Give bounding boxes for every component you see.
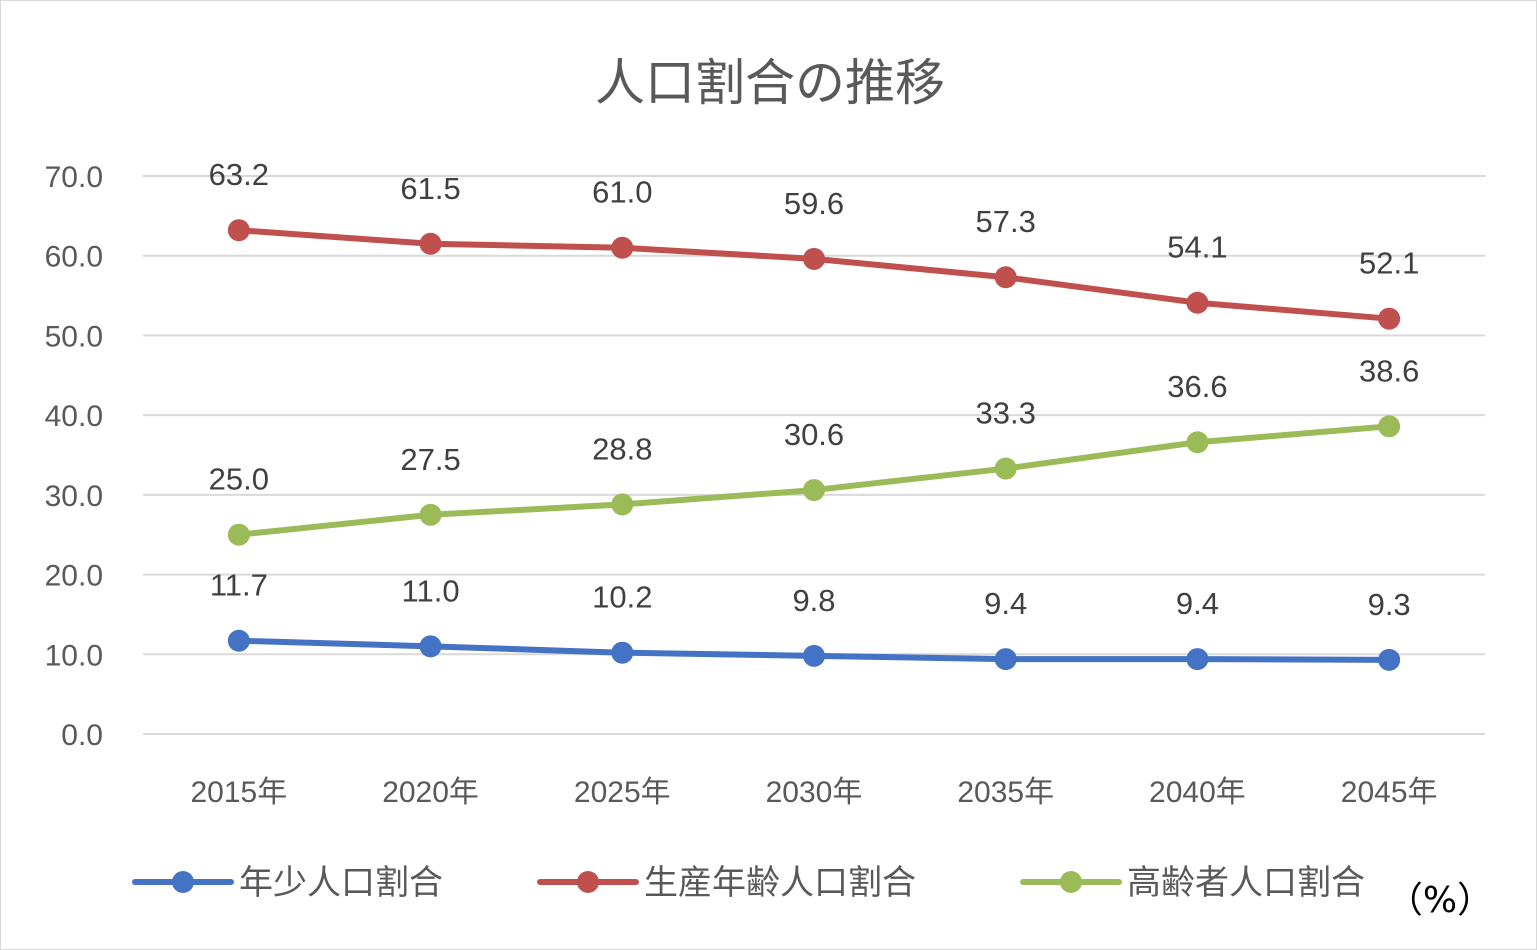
- data-point: [994, 266, 1017, 289]
- x-axis-ticks: 2015年 2020年 2025年 2030年 2035年 2040年 2045年: [190, 776, 1437, 809]
- data-point: [803, 644, 825, 667]
- x-tick-label: 2025年: [574, 776, 671, 809]
- data-point: [611, 493, 634, 516]
- legend-item: 年少人口割合: [132, 863, 443, 903]
- data-label: 9.4: [1176, 586, 1219, 621]
- data-label: 33.3: [976, 396, 1036, 431]
- data-point: [227, 219, 250, 242]
- legend-marker: [1060, 871, 1082, 893]
- data-point: [803, 247, 825, 270]
- data-labels: 11.7 11.0 10.2 9.8 9.4 9.4 9.3 63.2 61.5 61.0 59.6…: [209, 157, 1420, 622]
- data-point: [1186, 291, 1209, 314]
- chart-title: 人口割合の推移: [595, 54, 945, 112]
- series-2: [227, 219, 1401, 330]
- data-label: 9.3: [1368, 587, 1411, 622]
- data-point: [1378, 415, 1401, 438]
- legend-label: 年少人口割合: [239, 863, 443, 903]
- y-tick-label: 70.0: [45, 161, 103, 194]
- legend-label: 生産年齢人口割合: [644, 863, 916, 903]
- y-axis-ticks: 0.0 10.0 20.0 30.0 40.0 50.0 60.0 70.0: [45, 161, 103, 752]
- legend-item: 高齢者人口割合: [1020, 863, 1365, 903]
- data-point: [419, 503, 442, 526]
- legend-marker: [577, 871, 599, 893]
- data-point: [227, 629, 250, 652]
- data-point: [419, 635, 442, 658]
- y-tick-label: 40.0: [45, 400, 103, 433]
- data-label: 9.4: [984, 586, 1027, 621]
- data-label: 57.3: [976, 204, 1036, 239]
- unit-label: （%）: [1387, 880, 1493, 921]
- legend-label: 高齢者人口割合: [1127, 863, 1365, 903]
- x-tick-label: 2040年: [1149, 776, 1246, 809]
- gridlines: [143, 175, 1485, 735]
- data-point: [1186, 431, 1209, 454]
- x-tick-label: 2035年: [957, 776, 1054, 809]
- data-label: 11.7: [210, 568, 268, 603]
- y-tick-label: 30.0: [45, 480, 103, 513]
- data-point: [227, 523, 250, 546]
- y-tick-label: 0.0: [61, 719, 103, 752]
- data-label: 54.1: [1167, 230, 1227, 265]
- data-point: [994, 457, 1017, 480]
- data-label: 36.6: [1167, 369, 1227, 404]
- data-point: [1378, 648, 1401, 671]
- data-point: [1378, 307, 1401, 330]
- data-label: 38.6: [1359, 353, 1419, 388]
- x-tick-label: 2020年: [382, 776, 479, 809]
- data-label: 61.5: [400, 171, 460, 206]
- legend-item: 生産年齢人口割合: [537, 863, 916, 903]
- data-point: [803, 479, 825, 502]
- legend: 年少人口割合 生産年齢人口割合 高齢者人口割合: [132, 863, 1365, 903]
- series-1: [227, 629, 1401, 671]
- y-tick-label: 20.0: [45, 560, 103, 593]
- x-tick-label: 2045年: [1341, 776, 1438, 809]
- data-label: 9.8: [792, 583, 835, 618]
- data-point: [611, 236, 634, 259]
- data-label: 10.2: [592, 580, 652, 615]
- data-label: 30.6: [784, 417, 844, 452]
- data-point: [994, 648, 1017, 671]
- data-label: 52.1: [1359, 246, 1419, 281]
- y-tick-label: 60.0: [45, 241, 103, 274]
- data-point: [611, 641, 634, 664]
- data-label: 11.0: [402, 573, 460, 608]
- data-label: 28.8: [592, 431, 652, 466]
- y-tick-label: 10.0: [45, 639, 103, 672]
- data-label: 63.2: [209, 157, 269, 192]
- data-point: [419, 232, 442, 255]
- data-label: 61.0: [592, 175, 652, 210]
- x-tick-label: 2030年: [766, 776, 863, 809]
- data-label: 25.0: [209, 462, 269, 497]
- data-label: 59.6: [784, 186, 844, 221]
- series-3: [227, 415, 1401, 546]
- data-point: [1186, 648, 1209, 671]
- series-layer: [227, 219, 1401, 671]
- legend-marker: [172, 871, 194, 893]
- data-label: 27.5: [400, 442, 460, 477]
- y-tick-label: 50.0: [45, 320, 103, 353]
- x-tick-label: 2015年: [190, 776, 287, 809]
